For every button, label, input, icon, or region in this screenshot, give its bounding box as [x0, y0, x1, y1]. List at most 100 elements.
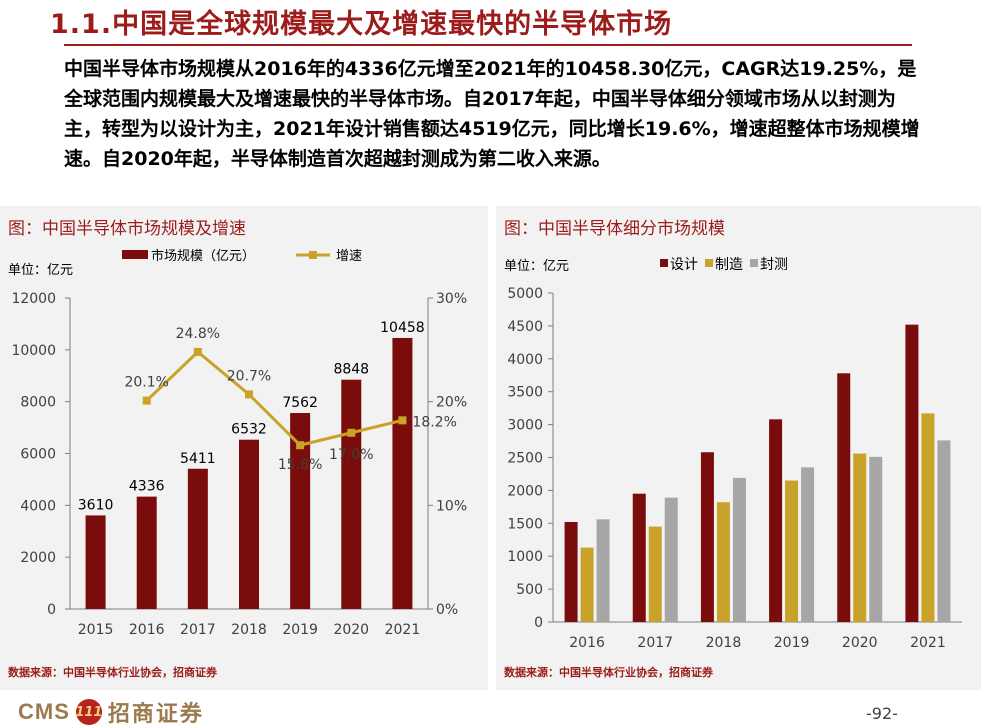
y-tick-label: 3000 [507, 418, 543, 434]
y2-tick-label: 0% [436, 602, 458, 618]
market-size-chart-title: 图：中国半导体市场规模及增速 [8, 219, 246, 239]
bar-value-label: 5411 [180, 451, 216, 467]
bar-value-label: 4336 [129, 479, 165, 495]
growth-label: 20.7% [227, 368, 271, 384]
market-size-bar [239, 439, 259, 609]
market-size-bar [187, 468, 208, 609]
growth-line [145, 349, 403, 447]
segment-chart-source: 数据来源：中国半导体行业协会，招商证券 [504, 666, 713, 679]
x-tick-label: 2016 [129, 622, 165, 638]
unit-label: 单位：亿元 [8, 263, 73, 278]
legend-manufacturing-label: 制造 [715, 257, 743, 273]
page-number: -92- [866, 704, 898, 723]
packaging-bar [596, 519, 610, 622]
packaging-bar [869, 456, 883, 622]
slide-title: 1.1.中国是全球规模最大及增速最快的半导体市场 [50, 9, 673, 40]
x-tick-label: 2020 [333, 622, 369, 638]
design-bar [769, 419, 783, 622]
packaging-bar [937, 440, 951, 622]
y-tick-label: 2500 [507, 451, 543, 467]
legend-manufacturing-swatch [705, 259, 713, 267]
x-tick-label: 2019 [282, 622, 318, 638]
y-tick-label: 0 [47, 602, 56, 618]
legend-label-growth: 增速 [336, 249, 362, 264]
x-tick-label: 2015 [78, 622, 114, 638]
market-size-bar [392, 337, 413, 609]
logo-badge-icon: 111 [75, 699, 102, 725]
y-tick-label: 5000 [507, 286, 543, 302]
design-bar [632, 493, 646, 622]
logo-text: CMS [18, 699, 70, 724]
market-size-bar [290, 413, 311, 609]
market-size-chart-panel: 图：中国半导体市场规模及增速 单位：亿元 市场规模（亿元） 增速 0 2000 4000 6… [0, 206, 488, 690]
design-bar [700, 452, 714, 622]
bar-value-label: 7562 [282, 395, 318, 411]
manufacturing-bar [648, 526, 662, 622]
x-tick-label: 2020 [842, 635, 878, 651]
legend-packaging-swatch [750, 259, 758, 267]
y-tick-label: 1000 [507, 549, 543, 565]
x-tick-label: 2018 [231, 622, 267, 638]
legend-design-swatch [660, 259, 668, 267]
manufacturing-bar [785, 480, 799, 622]
manufacturing-bar [716, 502, 730, 622]
bar-value-label: 3610 [78, 497, 114, 513]
market-size-chart: 单位：亿元 市场规模（亿元） 增速 0 2000 4000 6000 8000 10000 120… [8, 248, 467, 638]
growth-point [398, 416, 407, 425]
growth-label: 15.8% [278, 457, 322, 473]
market-size-chart-source: 数据来源：中国半导体行业协会，招商证券 [8, 666, 217, 679]
x-tick-label: 2017 [180, 622, 216, 638]
packaging-bar [732, 477, 746, 622]
x-tick-label: 2017 [637, 635, 673, 651]
growth-point [347, 428, 356, 437]
title-divider [64, 44, 912, 46]
growth-label: 24.8% [176, 326, 220, 342]
growth-point [142, 396, 151, 405]
design-bar [837, 373, 851, 622]
x-tick-label: 2021 [910, 635, 946, 651]
summary-paragraph: 中国半导体市场规模从2016年的4336亿元增至2021年的10458.30亿元… [64, 58, 920, 170]
y-tick-label: 0 [534, 615, 543, 631]
y-tick-label: 4500 [507, 319, 543, 335]
y-tick-label: 10000 [11, 343, 56, 359]
x-tick-label: 2019 [774, 635, 810, 651]
x-tick-label: 2021 [385, 622, 421, 638]
y-tick-label: 4000 [507, 352, 543, 368]
segment-chart: 单位：亿元 设计 制造 封测 0 500 1000 1500 2000 2500 3000 3500 4… [504, 257, 962, 651]
growth-label: 20.1% [124, 375, 168, 391]
y2-tick-label: 30% [436, 291, 467, 307]
market-size-bar [85, 515, 106, 609]
y-tick-label: 4000 [20, 498, 56, 514]
y2-tick-label: 10% [436, 498, 467, 514]
y-tick-label: 6000 [20, 447, 56, 463]
segment-chart-panel: 图：中国半导体细分市场规模 单位：亿元 设计 制造 封测 0 500 1000 1500 200… [496, 206, 981, 690]
cms-logo: CMS 111 招商证券 [18, 696, 204, 728]
y2-tick-label: 20% [436, 395, 467, 411]
segment-chart-title: 图：中国半导体细分市场规模 [504, 219, 725, 239]
y-tick-label: 3500 [507, 385, 543, 401]
logo-cn-name: 招商证券 [107, 702, 204, 727]
design-bar [564, 521, 578, 622]
manufacturing-bar [580, 547, 594, 622]
y-tick-label: 500 [516, 582, 543, 598]
legend-marker-growth [309, 251, 317, 259]
growth-label: 18.2% [412, 414, 456, 430]
x-tick-label: 2018 [706, 635, 742, 651]
legend-label-market-size: 市场规模（亿元） [151, 248, 255, 264]
x-tick-label: 2016 [569, 635, 605, 651]
unit-label: 单位：亿元 [504, 259, 569, 274]
legend-swatch-market-size [122, 250, 148, 259]
y-tick-label: 2000 [507, 483, 543, 499]
y-tick-label: 2000 [20, 550, 56, 566]
growth-point [193, 347, 202, 356]
growth-point [245, 390, 253, 399]
bar-value-label: 8848 [333, 362, 369, 378]
legend-packaging-label: 封测 [760, 257, 788, 273]
legend-design-label: 设计 [670, 257, 698, 273]
manufacturing-bar [921, 413, 935, 622]
bar-value-label: 10458 [380, 320, 425, 336]
manufacturing-bar [853, 453, 867, 622]
growth-point [296, 441, 305, 450]
packaging-bar [801, 467, 815, 622]
y-tick-label: 12000 [11, 291, 56, 307]
